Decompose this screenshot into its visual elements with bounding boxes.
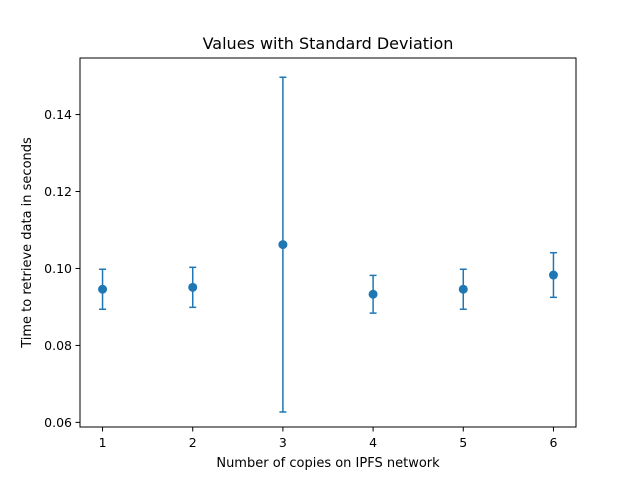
- x-axis-ticks: 1 2 3 4 5 6: [99, 427, 557, 450]
- y-tick-label: 0.14: [44, 107, 72, 122]
- x-tick-label: 6: [549, 435, 557, 450]
- data-point-marker: [188, 282, 198, 292]
- plot-marks: [98, 76, 558, 413]
- error-bar-point-5: [458, 268, 468, 311]
- chart-title: Values with Standard Deviation: [203, 34, 454, 53]
- error-bar-point-6: [548, 251, 558, 299]
- y-tick-label: 0.12: [44, 184, 72, 199]
- data-point-marker: [458, 284, 468, 294]
- x-tick-label: 5: [459, 435, 467, 450]
- error-bar-point-3: [278, 76, 288, 413]
- y-axis-label: Time to retrieve data in seconds: [20, 137, 35, 349]
- x-tick-label: 1: [99, 435, 107, 450]
- y-tick-label: 0.06: [44, 415, 72, 430]
- data-point-marker: [278, 240, 288, 250]
- x-tick-label: 4: [369, 435, 377, 450]
- data-point-marker: [98, 284, 108, 294]
- error-bar-point-2: [188, 266, 198, 309]
- x-tick-label: 2: [189, 435, 197, 450]
- error-bar-point-1: [98, 268, 108, 311]
- plot-frame: [79, 57, 577, 428]
- y-tick-label: 0.10: [44, 261, 72, 276]
- x-axis-label: Number of copies on IPFS network: [216, 456, 440, 471]
- data-point-marker: [548, 270, 558, 280]
- x-tick-label: 3: [279, 435, 287, 450]
- y-axis-ticks: 0.06 0.08 0.10 0.12 0.14: [44, 107, 80, 430]
- error-bar-point-4: [368, 274, 378, 314]
- data-point-marker: [368, 289, 378, 299]
- y-tick-label: 0.08: [44, 338, 72, 353]
